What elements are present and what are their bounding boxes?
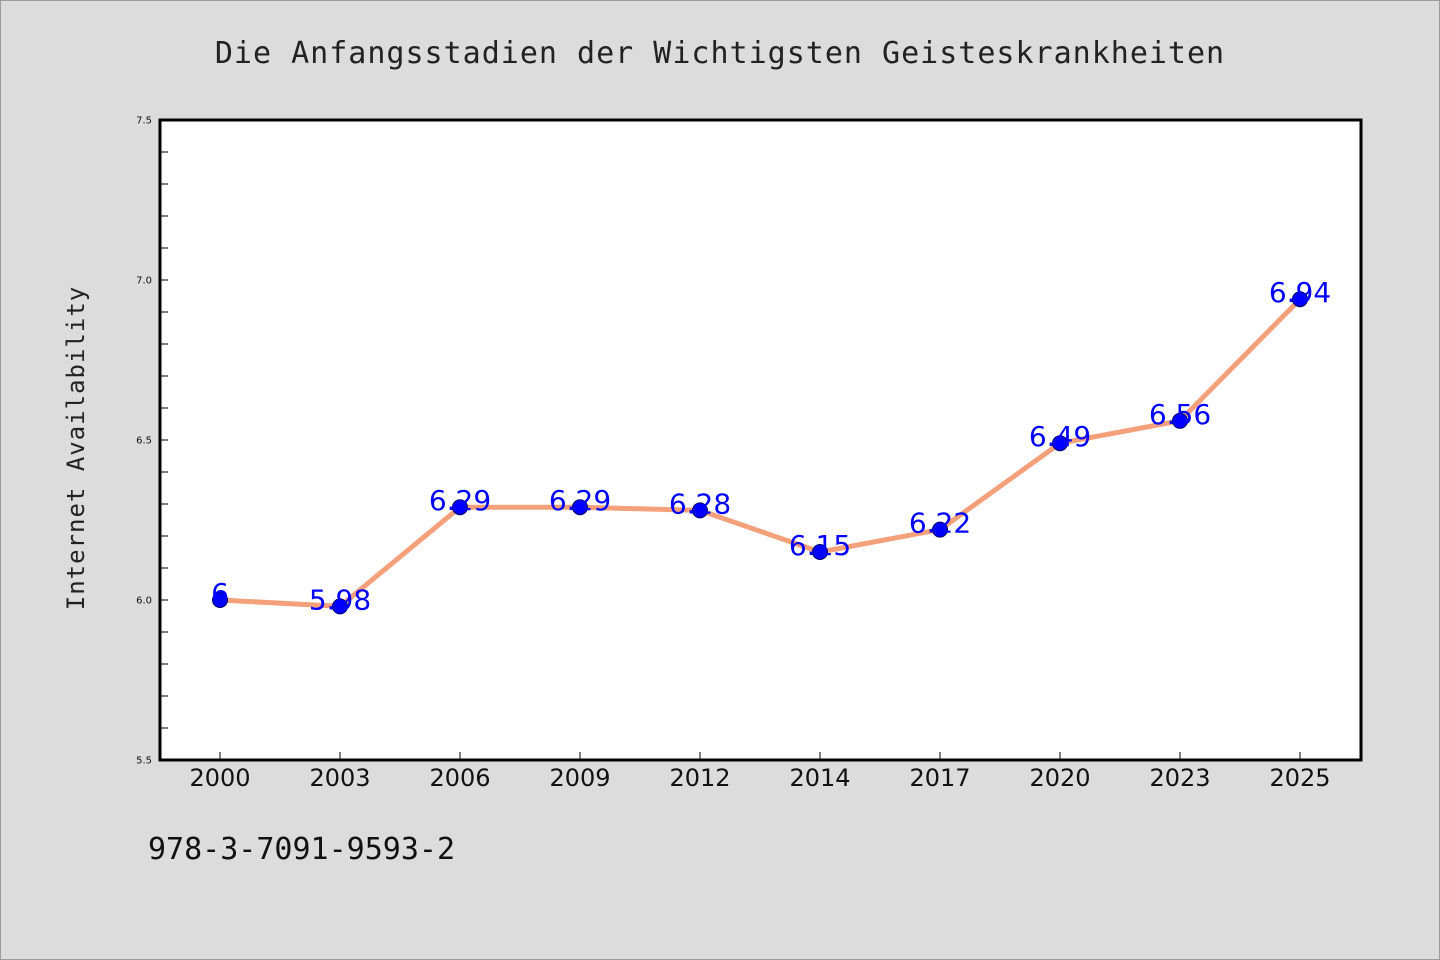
x-tick-label: 2014 [789, 764, 850, 792]
data-point [932, 521, 948, 538]
x-tick-label: 2023 [1149, 764, 1210, 792]
data-label: 6.29 [429, 484, 491, 517]
x-tick-label: 2020 [1029, 764, 1090, 792]
data-point [1172, 412, 1188, 429]
y-tick-label: 5.5 [136, 756, 152, 767]
data-point [692, 502, 708, 519]
x-axis: 2000 2003 2006 2009 2012 2014 2017 2020 2023 2025 [189, 752, 1331, 792]
y-axis: 5.5 6.0 6.5 7.0 7.5 [136, 116, 168, 767]
chart-title: Die Anfangsstadien der Wichtigsten Geist… [215, 36, 1225, 71]
data-point [452, 499, 468, 516]
data-label: 6.94 [1269, 276, 1331, 309]
data-label: 6.28 [669, 487, 731, 520]
x-tick-label: 2025 [1269, 764, 1330, 792]
data-point [572, 499, 588, 516]
y-tick-label: 7.0 [136, 276, 152, 287]
data-label: 6.56 [1149, 398, 1211, 431]
data-labels: 6 5.98 6.29 6.29 6.28 6.15 6.22 6.49 6.56 6.94 [211, 276, 1331, 616]
data-label: 6.29 [549, 484, 611, 517]
data-point [332, 598, 348, 615]
x-tick-label: 2000 [189, 764, 250, 792]
isbn-text: 978-3-7091-9593-2 [148, 832, 456, 867]
x-tick-label: 2012 [669, 764, 730, 792]
data-label: 5.98 [309, 583, 371, 616]
data-label: 6.49 [1029, 420, 1091, 453]
data-point [812, 544, 828, 560]
x-tick-label: 2017 [909, 764, 970, 792]
y-axis-label: Internet Availability [62, 286, 90, 610]
series-line [217, 296, 1303, 609]
y-tick-label: 7.5 [136, 116, 152, 127]
x-tick-label: 2006 [429, 764, 490, 792]
x-tick-label: 2003 [309, 764, 370, 792]
x-tick-label: 2009 [549, 764, 610, 792]
data-label: 6 [211, 577, 229, 610]
data-point [212, 592, 228, 608]
plot-area [158, 118, 1363, 762]
data-point [1052, 435, 1068, 452]
series-markers [212, 291, 1308, 615]
data-label: 6.15 [789, 529, 851, 562]
data-label: 6.22 [909, 507, 971, 540]
data-point [1292, 291, 1308, 308]
y-tick-label: 6.5 [136, 436, 152, 447]
y-tick-label: 6.0 [136, 596, 152, 607]
